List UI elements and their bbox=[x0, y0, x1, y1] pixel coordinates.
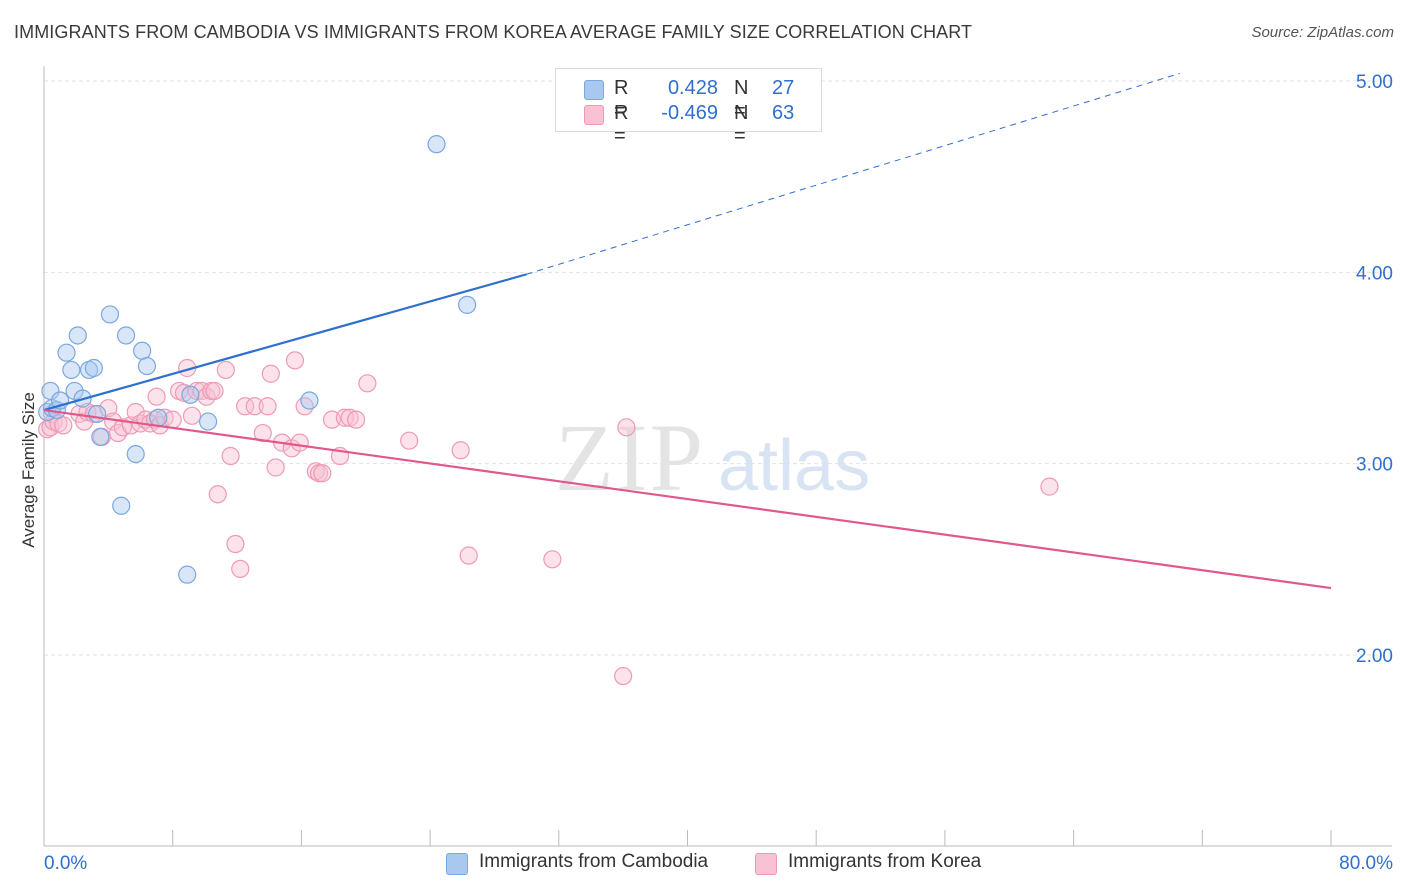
korea-point bbox=[182, 406, 202, 425]
cambodia-point bbox=[300, 391, 319, 410]
cambodia-point bbox=[68, 326, 87, 345]
legend-label-cambodia: Immigrants from Cambodia bbox=[479, 851, 709, 872]
cambodia-n-value: 27 bbox=[772, 77, 795, 99]
korea-point bbox=[290, 433, 309, 452]
korea-point bbox=[258, 397, 277, 416]
korea-point bbox=[192, 381, 211, 401]
cambodia-point bbox=[178, 565, 197, 584]
korea-point bbox=[459, 546, 478, 565]
legend-label-korea: Immigrants from Korea bbox=[788, 851, 982, 872]
cambodia-swatch bbox=[584, 80, 604, 100]
korea-point bbox=[231, 559, 250, 579]
stats-box: R = 0.428 N = 27 R = -0.469 N = 63 bbox=[555, 68, 822, 147]
korea-point bbox=[543, 550, 562, 569]
korea-point bbox=[208, 485, 227, 504]
cambodia-point bbox=[137, 356, 157, 376]
korea-point bbox=[313, 464, 332, 483]
korea-point bbox=[295, 397, 314, 416]
korea-point bbox=[614, 666, 633, 686]
korea-point bbox=[346, 410, 366, 429]
cambodia-point bbox=[133, 341, 152, 360]
korea-point bbox=[221, 446, 240, 466]
n-label: N = bbox=[734, 102, 749, 147]
r-label: R = bbox=[614, 102, 629, 147]
cambodia-point bbox=[62, 360, 81, 380]
korea-point bbox=[261, 364, 280, 383]
korea-point bbox=[617, 418, 636, 437]
cambodia-trend-extension bbox=[526, 72, 1180, 275]
cambodia-point bbox=[112, 496, 131, 515]
cambodia-point bbox=[116, 326, 136, 345]
korea-point bbox=[245, 397, 264, 416]
cambodia-point bbox=[84, 358, 103, 378]
korea-point bbox=[306, 462, 325, 481]
y-tick-label: 2.00 bbox=[1356, 646, 1393, 667]
y-tick-label: 3.00 bbox=[1356, 455, 1393, 476]
cambodia-point bbox=[87, 404, 107, 424]
korea-point bbox=[216, 360, 235, 380]
korea-swatch bbox=[584, 105, 604, 125]
x-tick-label: 0.0% bbox=[44, 853, 87, 874]
korea-point bbox=[235, 397, 255, 416]
source-note: Source: ZipAtlas.com bbox=[1251, 24, 1394, 41]
cambodia-r-value: 0.428 bbox=[667, 77, 718, 99]
x-tick-label: 80.0% bbox=[1339, 853, 1393, 874]
cambodia-point bbox=[458, 295, 477, 314]
korea-point bbox=[340, 408, 359, 427]
korea-point bbox=[335, 408, 354, 427]
cambodia-point bbox=[427, 135, 446, 154]
data-points bbox=[38, 135, 1059, 686]
watermark: ZIP atlas bbox=[555, 404, 870, 511]
korea-point bbox=[99, 399, 118, 418]
trend-lines bbox=[43, 72, 1332, 590]
cambodia-trend-line bbox=[43, 273, 527, 412]
korea-point bbox=[205, 381, 224, 401]
korea-point bbox=[1040, 477, 1059, 496]
korea-n-value: 63 bbox=[772, 102, 795, 124]
chart-title: IMMIGRANTS FROM CAMBODIA VS IMMIGRANTS F… bbox=[14, 22, 973, 42]
cambodia-point bbox=[181, 385, 200, 404]
korea-r-value: -0.469 bbox=[661, 102, 718, 124]
korea-point bbox=[226, 534, 245, 554]
korea-point bbox=[266, 458, 285, 477]
cambodia-point bbox=[126, 445, 145, 464]
watermark-atlas: atlas bbox=[718, 426, 870, 506]
korea-point bbox=[126, 402, 145, 422]
cambodia-legend-swatch bbox=[446, 853, 468, 875]
korea-point bbox=[400, 431, 419, 450]
cambodia-point bbox=[57, 343, 76, 362]
y-tick-label: 4.00 bbox=[1356, 263, 1393, 284]
axes bbox=[43, 66, 1392, 847]
korea-point bbox=[285, 351, 305, 370]
watermark-zip: ZIP bbox=[555, 404, 705, 511]
korea-point bbox=[147, 387, 166, 406]
cambodia-point bbox=[198, 412, 218, 431]
korea-point bbox=[451, 441, 470, 460]
cambodia-point bbox=[100, 305, 120, 324]
korea-legend-swatch bbox=[755, 853, 777, 875]
korea-point bbox=[253, 423, 272, 443]
cambodia-point bbox=[91, 427, 110, 446]
tick-labels: 2.00 3.00 4.00 5.00 0.0% 80.0% bbox=[44, 72, 1393, 874]
y-tick-label: 5.00 bbox=[1356, 72, 1393, 93]
r-label: R = bbox=[614, 77, 629, 122]
y-axis-label: Average Family Size bbox=[19, 392, 38, 548]
n-label: N = bbox=[734, 77, 749, 122]
cambodia-point bbox=[149, 408, 168, 427]
korea-point bbox=[358, 374, 377, 393]
korea-trend-line bbox=[43, 409, 1332, 590]
korea-point bbox=[54, 416, 73, 435]
